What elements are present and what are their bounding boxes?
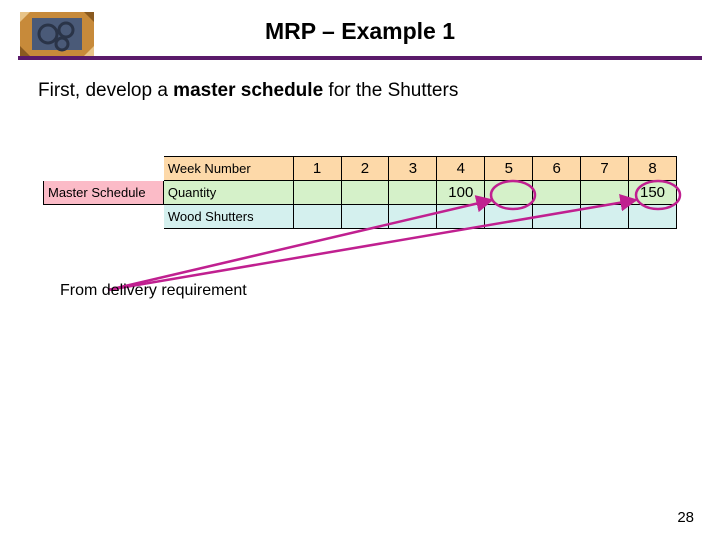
shutter-cell <box>485 205 533 229</box>
shutter-cell <box>437 205 485 229</box>
page-number: 28 <box>677 509 694 526</box>
week-cell: 5 <box>485 157 533 181</box>
shutter-cell <box>581 205 629 229</box>
shutter-cell <box>389 205 437 229</box>
qty-cell <box>293 181 341 205</box>
week-cell: 7 <box>581 157 629 181</box>
wood-shutters-header: Wood Shutters <box>163 205 293 229</box>
qty-cell: 150 <box>629 181 677 205</box>
table-row-shutters: Wood Shutters <box>44 205 677 229</box>
qty-cell: 100 <box>437 181 485 205</box>
shutter-cell <box>533 205 581 229</box>
quantity-header: Quantity <box>163 181 293 205</box>
week-number-header: Week Number <box>163 157 293 181</box>
qty-cell <box>533 181 581 205</box>
slide-title: MRP – Example 1 <box>0 18 720 45</box>
title-rule <box>18 56 702 60</box>
shutter-cell <box>293 205 341 229</box>
intro-text: First, develop a master schedule for the… <box>38 80 458 102</box>
qty-cell <box>485 181 533 205</box>
week-cell: 3 <box>389 157 437 181</box>
qty-cell <box>389 181 437 205</box>
week-cell: 1 <box>293 157 341 181</box>
master-schedule-label: Master Schedule <box>44 181 164 205</box>
table-row-weeks: Week Number 1 2 3 4 5 6 7 8 <box>44 157 677 181</box>
week-cell: 6 <box>533 157 581 181</box>
week-cell: 2 <box>341 157 389 181</box>
week-cell: 4 <box>437 157 485 181</box>
intro-bold: master schedule <box>173 80 323 101</box>
qty-cell <box>581 181 629 205</box>
table-row-quantity: Master Schedule Quantity 100 150 <box>44 181 677 205</box>
week-cell: 8 <box>629 157 677 181</box>
master-schedule-table: Week Number 1 2 3 4 5 6 7 8 Master Sched… <box>43 156 677 229</box>
qty-cell <box>341 181 389 205</box>
intro-post: for the Shutters <box>323 80 458 101</box>
intro-pre: First, develop a <box>38 80 173 101</box>
caption-text: From delivery requirement <box>60 282 247 300</box>
shutter-cell <box>629 205 677 229</box>
shutter-cell <box>341 205 389 229</box>
